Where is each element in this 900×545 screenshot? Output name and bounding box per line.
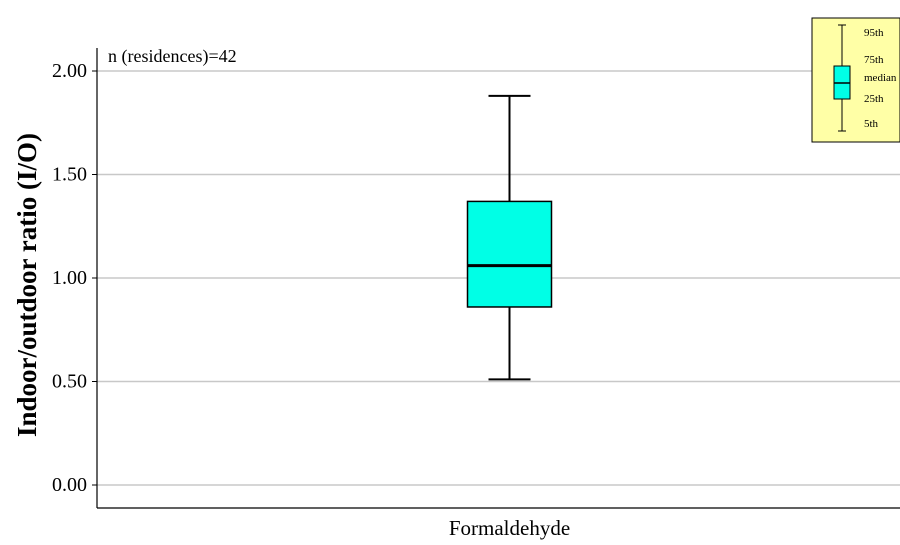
axes [96, 48, 900, 509]
legend: 95th 75th median 25th 5th [811, 17, 900, 143]
sample-size-annotation: n (residences)=42 [108, 46, 237, 67]
legend-label-95th: 95th [864, 27, 884, 39]
x-category-label: Formaldehyde [449, 516, 570, 540]
y-tick-label: 2.00 [52, 60, 87, 82]
box-formaldehyde [466, 94, 553, 381]
legend-label-25th: 25th [864, 93, 884, 105]
y-axis-title: Indoor/outdoor ratio (I/O) [12, 133, 42, 437]
legend-label-5th: 5th [864, 118, 879, 130]
y-tick-label: 1.50 [52, 164, 87, 186]
y-tick-label: 0.00 [52, 474, 87, 496]
legend-label-75th: 75th [864, 54, 884, 66]
y-tick-label: 0.50 [52, 371, 87, 393]
y-tick-label: 1.00 [52, 267, 87, 289]
legend-background [811, 17, 900, 143]
interquartile-box [466, 200, 553, 308]
box-plots [466, 94, 553, 381]
legend-label-median: median [864, 72, 897, 84]
x-category-labels: Formaldehyde [449, 516, 570, 540]
y-tick-labels: 0.00 0.50 1.00 1.50 2.00 [52, 60, 87, 496]
